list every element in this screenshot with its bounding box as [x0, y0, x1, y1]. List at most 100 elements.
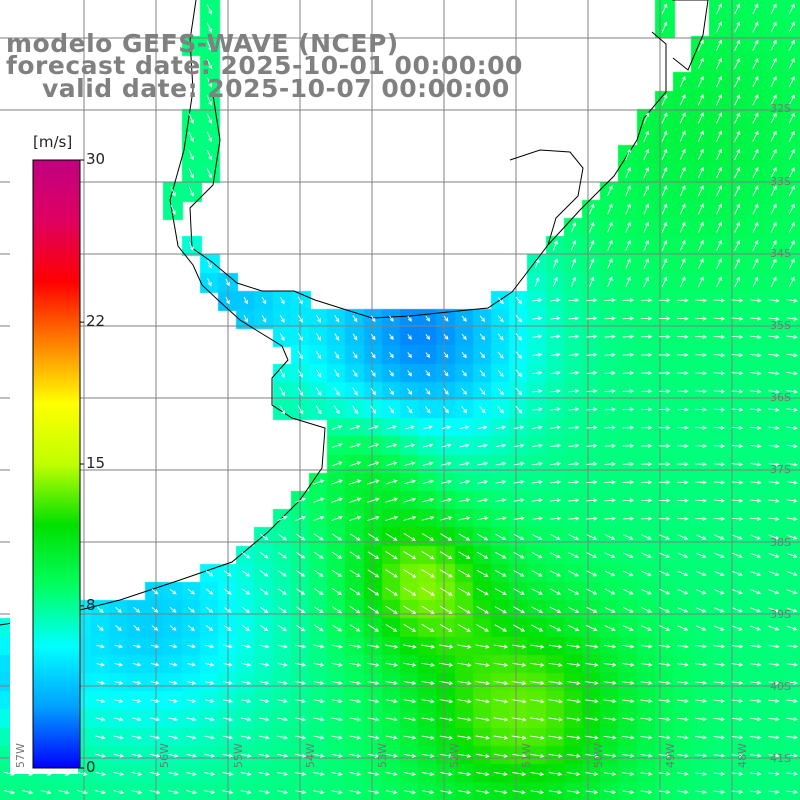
- wind-arrow: [566, 662, 581, 667]
- wind-arrow: [622, 644, 635, 649]
- wind-arrow: [331, 624, 342, 632]
- wind-arrow: [750, 680, 762, 685]
- wind-arrow: [770, 3, 777, 15]
- wind-arrow: [734, 148, 741, 160]
- wind-arrow: [549, 624, 562, 632]
- wind-arrow: [786, 644, 798, 649]
- wind-arrow: [732, 534, 743, 540]
- wind-arrow: [715, 94, 723, 106]
- wind-arrow: [550, 534, 561, 540]
- wind-arrow: [586, 298, 598, 303]
- wind-arrow: [568, 479, 580, 485]
- wind-arrow: [570, 258, 577, 269]
- wind-arrow: [713, 589, 725, 595]
- wind-arrow: [367, 771, 380, 777]
- wind-arrow: [661, 3, 668, 15]
- wind-arrow: [457, 680, 472, 686]
- wind-arrow: [514, 425, 525, 430]
- wind-arrow: [295, 717, 307, 722]
- wind-arrow: [295, 606, 306, 614]
- wind-arrow: [589, 276, 595, 287]
- wind-arrow: [566, 699, 581, 704]
- wind-arrow: [568, 552, 579, 559]
- wind-arrow: [114, 662, 124, 667]
- wind-arrow: [352, 387, 358, 396]
- title-valid-date: valid date: 2025-10-07 00:00:00: [42, 74, 510, 103]
- wind-arrow: [731, 334, 744, 339]
- wind-arrow: [403, 605, 417, 614]
- wind-arrow: [259, 662, 270, 667]
- wind-arrow: [713, 698, 726, 704]
- wind-arrow: [440, 533, 453, 541]
- wind-arrow: [770, 167, 777, 179]
- wind-arrow: [295, 735, 307, 740]
- wind-arrow: [531, 552, 543, 559]
- colorbar-gradient: [32, 159, 81, 769]
- wind-arrow: [622, 407, 635, 412]
- wind-arrow: [622, 552, 634, 559]
- wind-arrow: [513, 570, 525, 577]
- wind-arrow: [750, 389, 762, 394]
- wind-arrow: [168, 717, 179, 722]
- wind-arrow: [716, 185, 722, 197]
- wind-arrow: [550, 407, 561, 412]
- wind-arrow: [752, 112, 759, 124]
- wind-arrow: [367, 735, 380, 740]
- wind-arrow: [659, 462, 671, 467]
- wind-arrow: [205, 570, 214, 577]
- wind-arrow: [770, 148, 777, 160]
- wind-arrow: [640, 498, 653, 503]
- wind-arrow: [768, 425, 780, 431]
- wind-arrow: [497, 387, 504, 396]
- wind-arrow: [677, 389, 689, 394]
- wind-arrow: [149, 790, 161, 795]
- wind-arrow: [604, 389, 616, 394]
- wind-arrow: [404, 443, 416, 448]
- wind-arrow: [532, 316, 543, 321]
- wind-arrow: [385, 497, 398, 503]
- wind-arrow: [403, 533, 416, 541]
- wind-arrow: [349, 587, 361, 596]
- wind-arrow: [788, 3, 795, 15]
- wind-arrow: [151, 625, 159, 631]
- wind-arrow: [786, 662, 798, 667]
- wind-arrow: [167, 790, 179, 795]
- wind-arrow: [548, 717, 563, 722]
- wind-arrow: [403, 515, 417, 521]
- wind-arrow: [206, 77, 213, 88]
- wind-arrow: [386, 425, 397, 430]
- wind-arrow: [603, 771, 617, 776]
- wind-arrow: [58, 790, 70, 795]
- wind-arrow: [170, 204, 176, 215]
- wind-arrow: [367, 551, 380, 559]
- wind-arrow: [297, 405, 304, 415]
- wind-arrow: [421, 680, 435, 686]
- wind-arrow: [697, 185, 704, 197]
- wind-arrow: [511, 662, 527, 667]
- wind-arrow: [786, 571, 798, 577]
- wind-arrow: [370, 387, 376, 396]
- wind-arrow: [640, 644, 653, 649]
- wind-arrow: [659, 516, 671, 521]
- wind-arrow: [422, 790, 435, 795]
- wind-arrow: [568, 534, 579, 540]
- wind-arrow: [732, 589, 743, 595]
- wind-arrow: [622, 662, 635, 667]
- wind-arrow: [96, 624, 104, 632]
- wind-arrow: [421, 497, 435, 503]
- wind-arrow: [494, 790, 508, 795]
- wind-arrow: [405, 425, 415, 430]
- wind-arrow: [643, 239, 650, 251]
- wind-arrow: [204, 790, 216, 795]
- wind-arrow: [677, 516, 689, 521]
- wind-arrow: [331, 461, 343, 467]
- wind-arrow: [385, 717, 398, 722]
- wind-arrow: [768, 753, 780, 758]
- wind-arrow: [695, 425, 707, 430]
- wind-arrow: [695, 552, 707, 558]
- wind-arrow: [513, 533, 525, 540]
- wind-arrow: [457, 717, 472, 722]
- wind-arrow: [770, 240, 777, 251]
- wind-arrow: [643, 258, 650, 269]
- wind-arrow: [750, 717, 762, 722]
